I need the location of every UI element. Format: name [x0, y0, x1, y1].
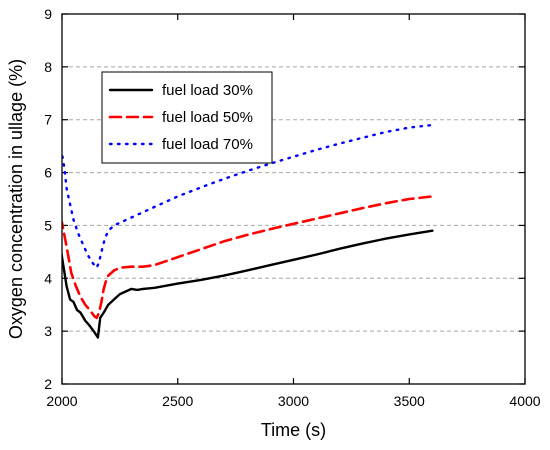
x-tick-label: 4000 — [509, 393, 540, 409]
y-tick-label: 2 — [44, 376, 52, 392]
x-tick-label: 3000 — [278, 393, 309, 409]
y-tick-labels: 2 3 4 5 6 7 8 9 — [44, 6, 52, 392]
axis-ticks — [61, 13, 526, 385]
legend-label-2: fuel load 50% — [162, 109, 253, 126]
x-tick-labels: 2000 2500 3000 3500 4000 — [46, 393, 540, 409]
y-tick-label: 9 — [44, 6, 52, 22]
plot-area-frame — [61, 13, 526, 385]
y-axis-title: Oxygen concentration in ullage (%) — [6, 59, 26, 339]
y-tick-label: 6 — [44, 165, 52, 181]
legend-label-3: fuel load 70% — [162, 136, 253, 153]
y-tick-label: 4 — [44, 270, 52, 286]
series-lines — [62, 123, 434, 339]
y-tick-label: 8 — [44, 59, 52, 75]
x-tick-label: 2000 — [46, 393, 77, 409]
x-tick-label: 2500 — [162, 393, 193, 409]
legend-box — [101, 71, 273, 164]
legend: fuel load 30% fuel load 50% fuel load 70% — [101, 71, 273, 164]
legend-label-1: fuel load 30% — [162, 82, 253, 99]
y-tick-label: 3 — [44, 323, 52, 339]
series-line-2 — [62, 195, 434, 320]
y-tick-label: 7 — [44, 112, 52, 128]
series-line-1 — [62, 229, 434, 339]
y-tick-label: 5 — [44, 217, 52, 233]
series-line-3 — [62, 123, 434, 269]
x-tick-label: 3500 — [394, 393, 425, 409]
x-axis-title: Time (s) — [261, 420, 326, 440]
